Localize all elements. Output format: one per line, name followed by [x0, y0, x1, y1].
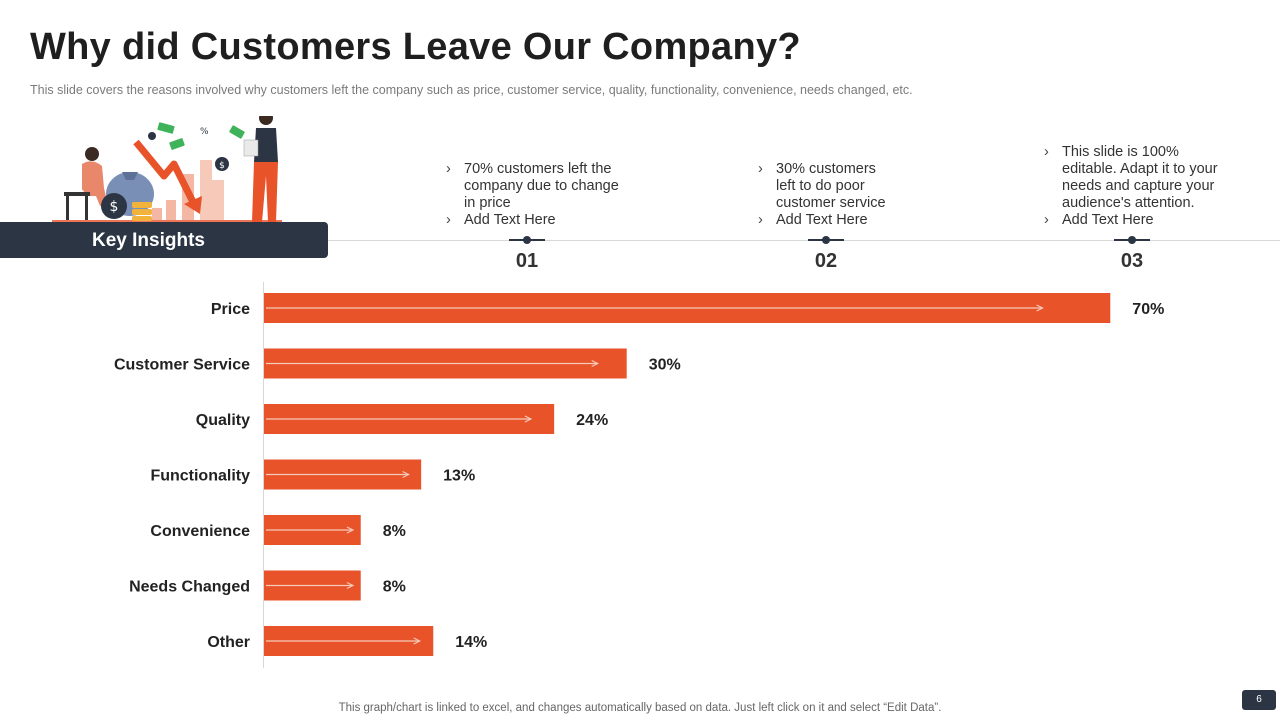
bar-arrow-customer-service [266, 359, 600, 368]
timeline-marker-01 [509, 236, 545, 244]
insight-03-bullet-2: Add Text Here [1044, 212, 1234, 229]
value-label-other: 14% [455, 634, 487, 651]
key-insights-label: Key Insights [92, 230, 205, 251]
bar-needs-changed [264, 570, 361, 601]
insight-number-02: 02 [814, 250, 838, 272]
value-label-price: 70% [1132, 301, 1164, 318]
category-label-functionality: Functionality [150, 468, 250, 485]
category-label-convenience: Convenience [150, 523, 250, 540]
page-number-badge: 6 [1242, 690, 1276, 710]
insight-02-bullet-1: 30% customers left to do poor customer s… [758, 161, 898, 212]
category-label-other: Other [207, 634, 250, 651]
svg-text:%: % [200, 127, 209, 137]
timeline-line [328, 240, 1280, 241]
page-subtitle: This slide covers the reasons involved w… [30, 83, 913, 97]
bar-arrow-needs-changed [266, 581, 355, 590]
category-label-price: Price [211, 301, 250, 318]
bar-quality [264, 404, 555, 434]
bar-arrow-convenience [266, 526, 355, 534]
insight-03-bullet-1: This slide is 100% editable. Adapt it to… [1044, 144, 1234, 212]
value-label-convenience: 8% [383, 523, 406, 540]
timeline-marker-03 [1114, 236, 1150, 244]
value-label-functionality: 13% [443, 468, 475, 485]
insight-01-bullet-1: 70% customers left the company due to ch… [446, 161, 626, 212]
bar-arrow-other [266, 637, 422, 645]
category-label-quality: Quality [196, 412, 250, 429]
insight-02-bullet-2: Add Text Here [758, 212, 898, 229]
bar-arrow-quality [266, 415, 533, 423]
svg-text:$: $ [219, 161, 225, 171]
value-label-quality: 24% [576, 412, 608, 429]
insight-03: This slide is 100% editable. Adapt it to… [1044, 144, 1234, 229]
insight-01-bullet-2: Add Text Here [446, 212, 626, 229]
bar-arrow-price [266, 304, 1044, 312]
bar-customer-service [264, 348, 627, 379]
bar-functionality [264, 459, 422, 490]
insight-02: 30% customers left to do poor customer s… [758, 161, 898, 229]
bar-arrow-functionality [266, 470, 410, 479]
footer-note: This graph/chart is linked to excel, and… [338, 702, 942, 714]
key-insights-banner: Key Insights [0, 222, 328, 258]
bar-other [264, 626, 434, 656]
svg-text:$: $ [110, 199, 119, 215]
category-label-needs-changed: Needs Changed [129, 579, 250, 596]
timeline-marker-02 [808, 236, 844, 244]
page-title: Why did Customers Leave Our Company? [30, 26, 801, 68]
insight-number-01: 01 [515, 250, 539, 272]
insight-number-03: 03 [1120, 250, 1144, 272]
insight-01: 70% customers left the company due to ch… [446, 161, 626, 229]
bar-price [264, 293, 1111, 323]
value-label-customer-service: 30% [649, 357, 681, 374]
bar-convenience [264, 515, 361, 545]
category-label-customer-service: Customer Service [114, 357, 250, 374]
customer-churn-illustration: $ $ % [52, 116, 282, 223]
value-label-needs-changed: 8% [383, 579, 406, 596]
